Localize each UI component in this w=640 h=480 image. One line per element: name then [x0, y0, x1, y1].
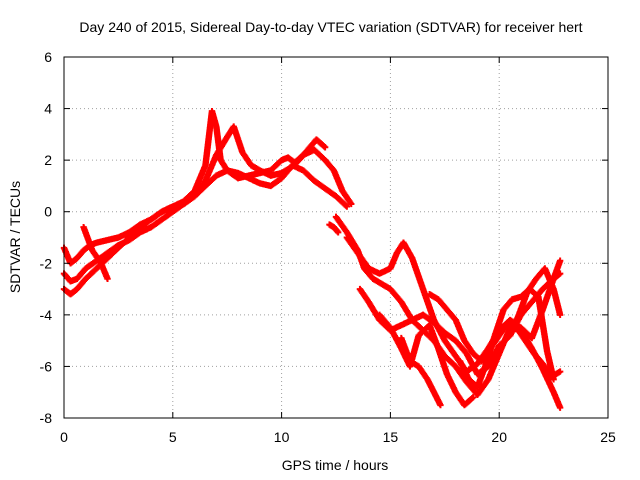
axis-ticks: 0 5 10 15 20 25 -8 -6 -4 -2 0 2 4 6: [40, 49, 616, 445]
y-axis-label: SDTVAR / TECUs: [7, 181, 23, 293]
x-tick-label: 25: [600, 429, 616, 445]
data-point: [556, 368, 564, 375]
data-point: [556, 311, 564, 319]
data-series: [506, 265, 564, 339]
x-tick-label: 5: [169, 429, 177, 445]
y-tick-label: -6: [40, 358, 53, 374]
y-tick-label: 6: [44, 49, 52, 65]
data-point: [334, 229, 342, 236]
data-point: [469, 394, 477, 401]
data-point: [550, 376, 557, 383]
y-tick-label: 0: [44, 204, 52, 220]
data-point: [321, 144, 329, 151]
y-tick-label: 4: [44, 101, 52, 117]
data-series: [376, 311, 477, 409]
grid-lines: [64, 57, 608, 418]
data-series: [456, 285, 557, 391]
y-tick-label: -8: [40, 410, 53, 426]
data-series: [326, 221, 342, 236]
data-points: [60, 107, 564, 411]
chart-title: Day 240 of 2015, Sidereal Day-to-day VTE…: [79, 19, 582, 35]
x-tick-label: 20: [491, 429, 507, 445]
x-tick-label: 10: [274, 429, 290, 445]
x-tick-label: 0: [60, 429, 68, 445]
y-tick-label: -4: [40, 307, 53, 323]
data-point: [348, 200, 355, 208]
data-series: [60, 107, 355, 267]
plot-frame: [63, 56, 609, 419]
data-point: [437, 401, 444, 409]
data-series: [398, 334, 444, 409]
data-series: [80, 223, 111, 282]
x-tick-label: 15: [383, 429, 399, 445]
data-point: [556, 257, 564, 264]
y-tick-label: 2: [44, 152, 52, 168]
data-point: [104, 275, 111, 282]
data-series: [60, 162, 351, 298]
data-point: [342, 202, 349, 209]
data-point: [556, 404, 564, 411]
y-tick-label: -2: [40, 255, 53, 271]
x-axis-label: GPS time / hours: [282, 457, 389, 473]
data-point: [343, 203, 351, 210]
